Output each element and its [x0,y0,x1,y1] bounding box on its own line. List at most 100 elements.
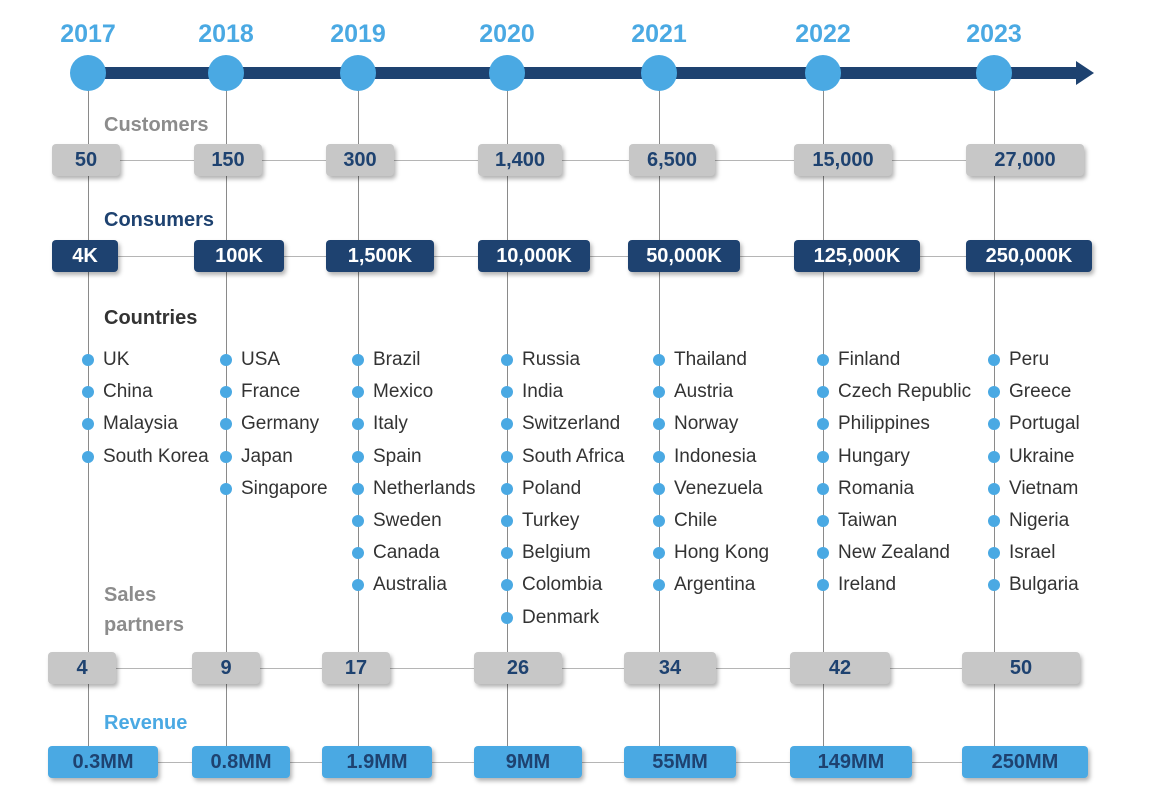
bullet-dot-icon [220,482,232,495]
year-label: 2020 [479,20,535,48]
country-name: Bulgaria [1009,574,1079,596]
country-name: Brazil [373,349,421,370]
consumers-box: 10,000K [478,240,590,272]
customers-box: 50 [52,144,120,176]
year-label: 2017 [60,20,116,48]
country-name: Switzerland [522,413,621,435]
bullet-dot-icon [352,354,364,366]
country-name: Israel [1009,542,1056,564]
bullet-dot-icon [817,418,829,431]
revenue-box: 0.8MM [192,746,290,778]
country-name: Venezuela [674,477,763,499]
year-label: 2022 [795,20,851,48]
country-name: Indonesia [674,445,757,467]
bullet-dot-icon [501,450,513,463]
country-name: Malaysia [103,413,178,435]
country-name: New Zealand [838,542,950,564]
sales-partners-box: 26 [474,652,562,684]
bullet-dot-icon [653,418,665,431]
bullet-dot-icon [501,418,513,431]
country-name: Turkey [522,510,580,531]
customers-box: 1,400 [478,144,562,176]
country-name: Finland [838,349,901,370]
sales-partners-box: 34 [624,652,716,684]
countries-label: Countries [104,307,198,329]
bullet-dot-icon [817,547,829,560]
bullet-dot-icon [352,515,364,527]
year-label: 2021 [631,20,687,48]
bullet-dot-icon [817,482,829,495]
country-name: Japan [241,445,293,467]
bullet-dot-icon [653,482,665,495]
bullet-dot-icon [988,579,1000,592]
bullet-dot-icon [988,482,1000,495]
country-name: India [522,381,564,403]
bullet-dot-icon [653,579,665,592]
bullet-dot-icon [501,482,513,495]
bullet-dot-icon [82,450,94,463]
bullet-dot-icon [220,354,232,366]
bullet-dot-icon [817,515,829,527]
customers-box: 300 [326,144,394,176]
revenue-box: 0.3MM [48,746,158,778]
customers-label: Customers [104,114,209,136]
year-marker-dot [489,55,525,91]
revenue-label: Revenue [104,712,188,734]
year-marker-dot [70,55,106,91]
bullet-dot-icon [988,418,1000,431]
country-name: UK [103,349,130,370]
country-name: South Africa [522,445,625,467]
country-name: Italy [373,413,408,435]
bullet-dot-icon [352,547,364,560]
country-name: Czech Republic [838,381,972,403]
sales-partners-label: Sales partners [104,584,185,636]
revenue-box: 149MM [790,746,912,778]
bullet-dot-icon [817,450,829,463]
revenue-box: 9MM [474,746,582,778]
customers-box: 27,000 [966,144,1084,176]
country-name: Sweden [373,510,442,531]
bullet-dot-icon [501,611,513,624]
country-name: Colombia [522,574,603,596]
country-name: Argentina [674,574,756,596]
year-label: 2023 [966,20,1022,48]
consumers-box: 50,000K [628,240,740,272]
bullet-dot-icon [653,386,665,399]
bullet-dot-icon [653,547,665,560]
country-name: Singapore [241,477,328,499]
country-name: Thailand [674,349,747,370]
bullet-dot-icon [220,418,232,431]
bullet-dot-icon [501,354,513,366]
bullet-dot-icon [988,515,1000,527]
country-name: China [103,381,153,403]
year-label: 2019 [330,20,386,48]
country-name: Hungary [838,445,910,467]
bullet-dot-icon [501,547,513,560]
bullet-dot-icon [501,579,513,592]
bullet-dot-icon [82,418,94,431]
customers-box: 150 [194,144,262,176]
bullet-dot-icon [501,386,513,399]
country-name: Philippines [838,413,930,435]
bullet-dot-icon [653,450,665,463]
country-name: Spain [373,445,422,467]
country-name: Romania [838,477,915,499]
bullet-dot-icon [988,547,1000,560]
bullet-dot-icon [817,354,829,366]
country-name: Mexico [373,381,434,403]
country-name: Hong Kong [674,542,770,564]
consumers-box: 4K [52,240,118,272]
country-name: Greece [1009,381,1072,403]
bullet-dot-icon [82,354,94,366]
bullet-dot-icon [817,579,829,592]
country-name: Taiwan [838,510,898,531]
country-name: USA [241,349,281,370]
bullet-dot-icon [653,354,665,366]
bullet-dot-icon [352,450,364,463]
customers-box: 6,500 [629,144,715,176]
consumers-box: 125,000K [794,240,920,272]
bullet-dot-icon [82,386,94,399]
country-name: Australia [373,574,447,596]
bullet-dot-icon [501,515,513,527]
sales-partners-box: 17 [322,652,390,684]
